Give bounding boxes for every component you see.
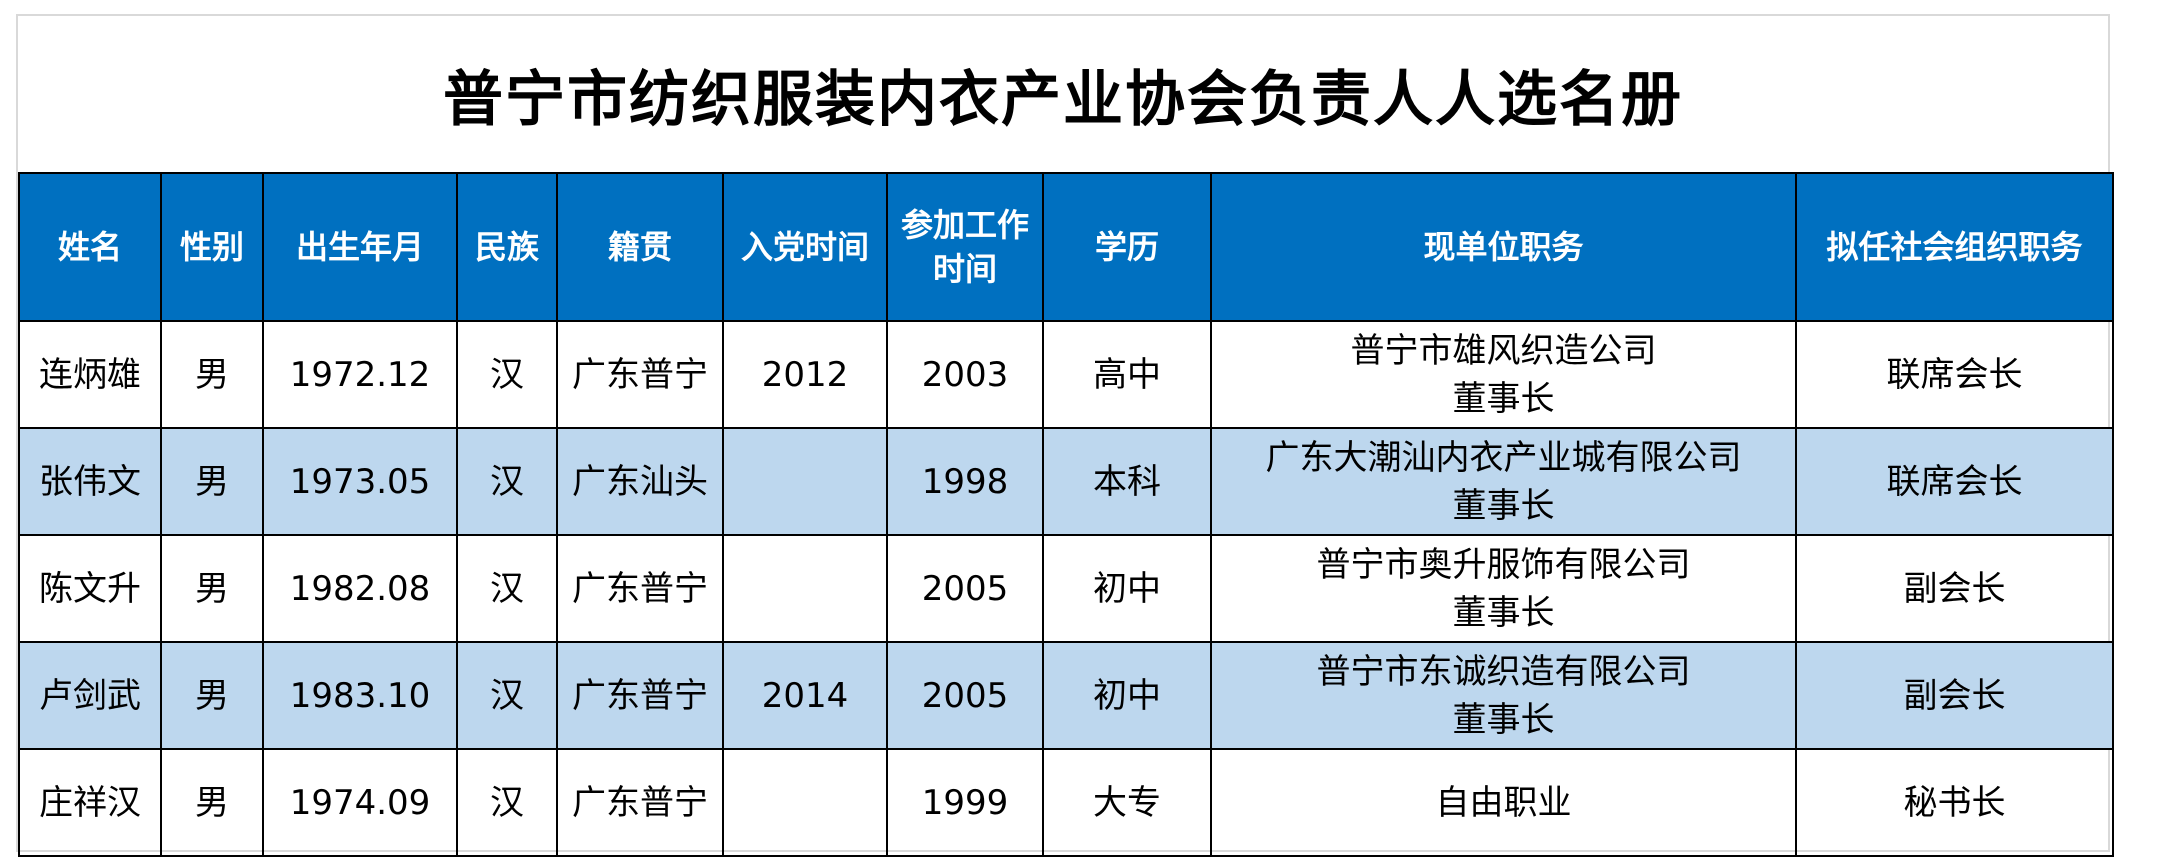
cell-party-join [722,748,888,857]
cell-ethnicity: 汉 [456,748,558,857]
position-line: 广东大潮汕内衣产业城有限公司 [1265,437,1742,478]
header-gender: 性别 [160,172,264,322]
header-proposed-role: 拟任社会组织职务 [1795,172,2114,322]
cell-work-start: 2005 [886,534,1044,643]
position-line: 董事长 [1452,378,1555,419]
header-work-start-line: 时间 [932,250,997,288]
cell-native-place: 广东普宁 [556,320,724,429]
cell-position: 普宁市雄风织造公司 董事长 [1210,320,1797,429]
header-education: 学历 [1042,172,1212,322]
cell-work-start: 2005 [886,641,1044,750]
header-position: 现单位职务 [1210,172,1797,322]
table-row: 庄祥汉 男 1974.09 汉 广东普宁 1999 大专 自由职业 秘书长 [18,748,2114,857]
header-work-start: 参加工作 时间 [886,172,1044,322]
cell-work-start: 1998 [886,427,1044,536]
cell-name: 卢剑武 [18,641,162,750]
header-work-start-line: 参加工作 [900,206,1029,244]
cell-native-place: 广东普宁 [556,641,724,750]
cell-education: 本科 [1042,427,1212,536]
cell-name: 陈文升 [18,534,162,643]
cell-native-place: 广东普宁 [556,748,724,857]
cell-party-join: 2014 [722,641,888,750]
position-line: 董事长 [1452,485,1555,526]
cell-proposed-role: 副会长 [1795,534,2114,643]
cell-proposed-role: 秘书长 [1795,748,2114,857]
cell-party-join [722,427,888,536]
cell-gender: 男 [160,641,264,750]
document-title: 普宁市纺织服装内衣产业协会负责人人选名册 [443,64,1683,135]
cell-gender: 男 [160,320,264,429]
cell-education: 大专 [1042,748,1212,857]
cell-party-join [722,534,888,643]
header-native-place: 籍贯 [556,172,724,322]
cell-work-start: 2003 [886,320,1044,429]
roster-table: 姓名 性别 出生年月 民族 籍贯 入党时间 参加工作 时间 学历 现单位职务 拟… [18,172,2114,857]
cell-birth: 1974.09 [262,748,458,857]
header-party-join: 入党时间 [722,172,888,322]
cell-proposed-role: 副会长 [1795,641,2114,750]
position-line: 董事长 [1452,592,1555,633]
cell-work-start: 1999 [886,748,1044,857]
header-ethnicity: 民族 [456,172,558,322]
cell-proposed-role: 联席会长 [1795,320,2114,429]
table-body: 连炳雄 男 1972.12 汉 广东普宁 2012 2003 高中 普宁市雄风织… [18,320,2114,857]
cell-proposed-role: 联席会长 [1795,427,2114,536]
cell-name: 庄祥汉 [18,748,162,857]
position-line: 自由职业 [1435,782,1572,823]
cell-birth: 1982.08 [262,534,458,643]
cell-education: 初中 [1042,534,1212,643]
cell-ethnicity: 汉 [456,641,558,750]
table-row: 陈文升 男 1982.08 汉 广东普宁 2005 初中 普宁市奥升服饰有限公司… [18,534,2114,643]
header-row: 姓名 性别 出生年月 民族 籍贯 入党时间 参加工作 时间 学历 现单位职务 拟… [18,172,2114,322]
cell-ethnicity: 汉 [456,320,558,429]
table-row: 连炳雄 男 1972.12 汉 广东普宁 2012 2003 高中 普宁市雄风织… [18,320,2114,429]
table-row: 卢剑武 男 1983.10 汉 广东普宁 2014 2005 初中 普宁市东诚织… [18,641,2114,750]
cell-gender: 男 [160,748,264,857]
cell-position: 广东大潮汕内衣产业城有限公司 董事长 [1210,427,1797,536]
cell-position: 普宁市奥升服饰有限公司 董事长 [1210,534,1797,643]
cell-name: 连炳雄 [18,320,162,429]
position-line: 普宁市雄风织造公司 [1350,330,1657,371]
position-line: 普宁市奥升服饰有限公司 [1316,544,1691,585]
header-birth: 出生年月 [262,172,458,322]
cell-gender: 男 [160,534,264,643]
cell-name: 张伟文 [18,427,162,536]
cell-party-join: 2012 [722,320,888,429]
cell-position: 自由职业 [1210,748,1797,857]
table-header: 姓名 性别 出生年月 民族 籍贯 入党时间 参加工作 时间 学历 现单位职务 拟… [18,172,2114,322]
position-line: 董事长 [1452,699,1555,740]
cell-ethnicity: 汉 [456,427,558,536]
cell-native-place: 广东汕头 [556,427,724,536]
cell-native-place: 广东普宁 [556,534,724,643]
cell-birth: 1983.10 [262,641,458,750]
position-line: 普宁市东诚织造有限公司 [1316,651,1691,692]
cell-position: 普宁市东诚织造有限公司 董事长 [1210,641,1797,750]
table-row: 张伟文 男 1973.05 汉 广东汕头 1998 本科 广东大潮汕内衣产业城有… [18,427,2114,536]
cell-education: 初中 [1042,641,1212,750]
cell-education: 高中 [1042,320,1212,429]
roster-sheet: 普宁市纺织服装内衣产业协会负责人人选名册 姓名 性别 出生年月 民族 籍贯 入党… [16,14,2114,857]
cell-gender: 男 [160,427,264,536]
header-name: 姓名 [18,172,162,322]
cell-birth: 1972.12 [262,320,458,429]
cell-birth: 1973.05 [262,427,458,536]
cell-ethnicity: 汉 [456,534,558,643]
